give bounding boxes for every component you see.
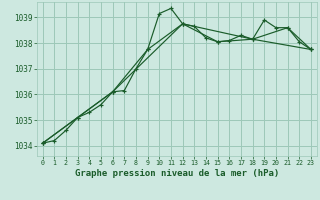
X-axis label: Graphe pression niveau de la mer (hPa): Graphe pression niveau de la mer (hPa) [75,169,279,178]
